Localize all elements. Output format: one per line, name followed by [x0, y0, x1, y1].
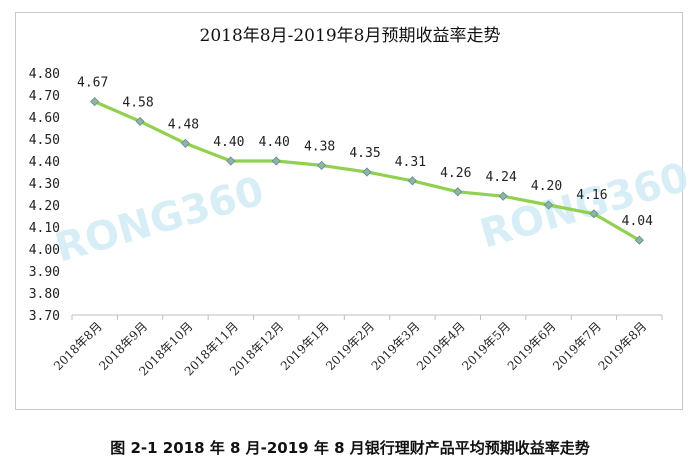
x-tick-label: 2019年8月 — [596, 319, 650, 373]
figure-caption: 图 2-1 2018 年 8 月-2019 年 8 月银行理财产品平均预期收益率… — [110, 439, 590, 457]
y-tick-label: 3.70 — [29, 309, 60, 324]
y-tick-label: 4.50 — [29, 133, 60, 148]
x-tick-label: 2019年3月 — [369, 319, 423, 373]
data-label: 4.24 — [485, 170, 516, 185]
data-point — [362, 167, 372, 177]
y-tick-label: 4.40 — [29, 155, 60, 170]
y-tick-label: 4.60 — [29, 111, 60, 126]
y-tick-label: 4.30 — [29, 177, 60, 192]
data-point — [453, 187, 463, 197]
data-point — [180, 138, 191, 148]
data-point — [589, 209, 599, 219]
x-tick-label: 2019年2月 — [323, 319, 377, 373]
data-point — [271, 156, 281, 166]
data-point — [317, 160, 327, 170]
y-tick-label: 4.00 — [29, 243, 60, 258]
x-tick-label: 2019年1月 — [278, 319, 332, 373]
data-label: 4.67 — [77, 76, 108, 91]
chart-title: 2018年8月-2019年8月预期收益率走势 — [200, 26, 501, 46]
data-label: 4.04 — [622, 214, 653, 229]
data-label: 4.40 — [259, 135, 290, 150]
y-tick-label: 3.90 — [29, 265, 60, 280]
data-label: 4.38 — [304, 139, 335, 154]
y-tick-label: 4.20 — [29, 199, 60, 214]
data-label: 4.31 — [395, 155, 426, 170]
data-label: 4.26 — [440, 166, 471, 181]
data-point — [543, 200, 554, 210]
y-tick-label: 4.80 — [29, 67, 60, 82]
watermark-left: RONG360 — [50, 168, 269, 271]
data-label: 4.58 — [122, 95, 153, 110]
data-point — [498, 191, 508, 201]
y-tick-label: 4.70 — [29, 89, 60, 104]
data-point — [407, 176, 417, 186]
x-tick-label: 2019年4月 — [414, 319, 468, 373]
y-tick-label: 4.10 — [29, 221, 60, 236]
data-label: 4.40 — [213, 135, 244, 150]
data-label: 4.48 — [168, 117, 199, 132]
data-label: 4.16 — [576, 188, 607, 203]
x-tick-label: 2019年7月 — [550, 319, 604, 373]
data-point — [226, 156, 236, 166]
x-tick-label: 2019年5月 — [459, 319, 513, 373]
data-point — [634, 235, 644, 245]
x-tick-label: 2019年6月 — [505, 319, 559, 373]
data-label: 4.35 — [349, 146, 380, 161]
series-layer — [90, 97, 644, 245]
data-point — [90, 97, 100, 107]
data-label-layer: 4.67 4.58 4.48 4.40 4.40 4.38 4.35 4.31 4.26 4.24… — [77, 76, 653, 230]
data-label: 4.20 — [531, 179, 562, 194]
y-tick-label: 3.80 — [29, 287, 60, 302]
data-point — [135, 116, 145, 126]
